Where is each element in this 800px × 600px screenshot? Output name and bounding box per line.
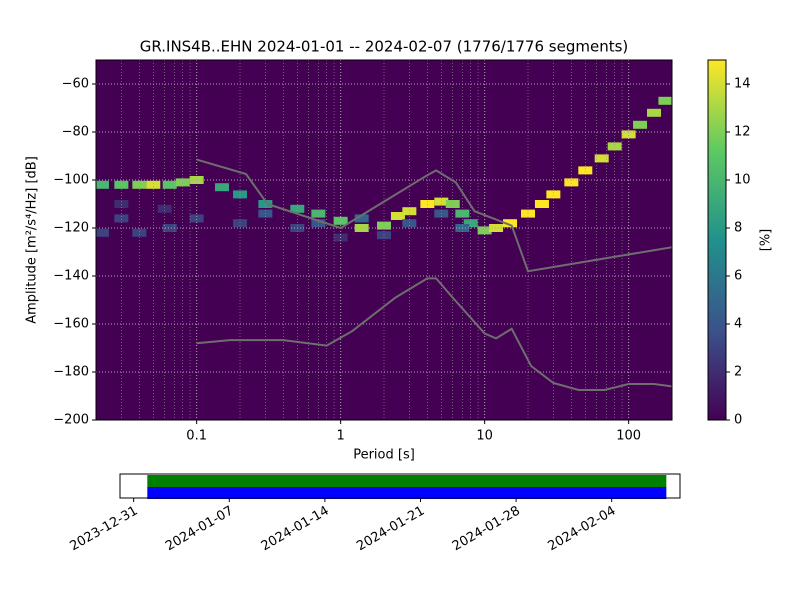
density-cell — [114, 214, 129, 223]
x-tick-label: 100 — [616, 429, 641, 444]
density-cell — [354, 224, 369, 232]
density-cell — [175, 178, 190, 187]
density-cell — [215, 183, 230, 192]
density-cell — [311, 219, 326, 228]
density-cell — [647, 108, 662, 117]
colorbar-tick-label: 0 — [734, 413, 742, 428]
date-tick-label: 2023-12-31 — [67, 504, 140, 555]
density-cell — [233, 219, 247, 228]
chart-title: GR.INS4B..EHN 2024-01-01 -- 2024-02-07 (… — [140, 38, 629, 56]
y-axis-label: Amplitude [m²/s⁴/Hz] [dB] — [25, 156, 40, 324]
density-cell — [564, 178, 579, 187]
y-tick-label: −60 — [62, 77, 89, 92]
colorbar-tick-label: 10 — [734, 173, 751, 188]
x-tick-label: 10 — [476, 429, 493, 444]
date-tick-label: 2024-01-21 — [354, 504, 427, 555]
x-tick-label: 0.1 — [186, 429, 207, 444]
y-tick-label: −160 — [53, 317, 89, 332]
colorbar-tick-label: 4 — [734, 317, 742, 332]
density-cell — [578, 166, 593, 175]
colorbar-tick-label: 6 — [734, 269, 742, 284]
density-cell — [477, 226, 492, 235]
noise-model-line — [196, 277, 672, 391]
density-cell — [658, 96, 672, 105]
density-cell — [189, 214, 204, 223]
density-cell — [96, 228, 109, 237]
x-axis-label: Period [s] — [353, 448, 415, 463]
density-cell — [233, 190, 247, 199]
x-tick-label: 1 — [337, 429, 345, 444]
density-cell — [377, 231, 391, 240]
density-cell — [354, 214, 369, 223]
density-cell — [607, 142, 622, 151]
timeline-frame — [119, 473, 681, 499]
density-cell — [534, 200, 549, 208]
density-cell — [489, 224, 504, 232]
date-tick-label: 2024-01-28 — [450, 504, 523, 555]
density-cell — [132, 228, 147, 237]
density-cell — [162, 180, 177, 189]
noise-model-line — [196, 158, 672, 273]
colorbar-tick-label: 8 — [734, 221, 742, 236]
density-cell — [290, 204, 305, 213]
colorbar-label: [%] — [759, 229, 774, 252]
date-tick-label: 2024-02-04 — [546, 504, 619, 555]
y-tick-label: −100 — [53, 173, 89, 188]
y-tick-label: −200 — [53, 413, 89, 428]
density-cell — [621, 130, 636, 139]
density-cell — [390, 212, 405, 220]
density-cell — [633, 120, 648, 129]
density-cell — [463, 219, 478, 228]
y-tick-label: −80 — [62, 125, 89, 140]
colorbar-tick-label: 14 — [734, 77, 751, 92]
density-cell — [162, 224, 177, 232]
coverage-bar — [147, 487, 667, 499]
y-tick-label: −120 — [53, 221, 89, 236]
colorbar — [707, 59, 727, 421]
plot-layer — [96, 60, 672, 420]
density-cell — [402, 207, 417, 216]
density-cell — [96, 180, 109, 189]
y-tick-label: −180 — [53, 365, 89, 380]
density-cell — [114, 180, 129, 189]
density-cell — [132, 180, 147, 189]
y-tick-label: −140 — [53, 269, 89, 284]
density-cell — [402, 219, 417, 228]
coverage-bar — [147, 475, 667, 487]
density-cell — [157, 204, 172, 213]
density-cell — [594, 154, 609, 163]
colorbar-tick-label: 2 — [734, 365, 742, 380]
density-cell — [333, 216, 348, 225]
density-cell — [503, 219, 518, 228]
date-tick-label: 2024-01-14 — [259, 504, 332, 555]
colorbar-tick-label: 12 — [734, 125, 751, 140]
density-cell — [146, 180, 161, 189]
density-cell — [546, 190, 561, 199]
plot-frame — [95, 59, 673, 421]
date-tick-label: 2024-01-07 — [163, 504, 236, 555]
